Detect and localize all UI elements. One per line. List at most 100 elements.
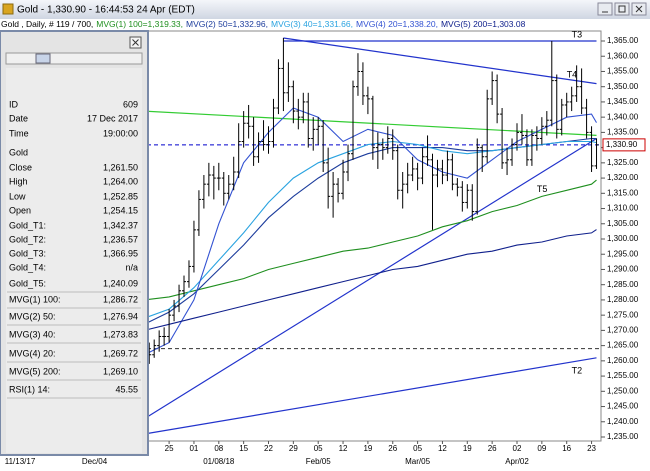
legend-entry: MVG(1) 100=1,319.33, (96, 19, 183, 29)
panel-scrollbar[interactable] (5, 52, 143, 65)
y-tick-label: 1,290.00 (607, 265, 639, 274)
row-value: 1,269.72 (103, 348, 138, 358)
trend-label: T3 (572, 29, 583, 39)
legend-entry: MVG(2) 50=1,332.96, (186, 19, 268, 29)
x-tick-label: 23 (587, 444, 596, 453)
price-tag (602, 138, 646, 152)
x-month-label: Feb/05 (306, 457, 331, 466)
y-tick-label: 1,250.00 (607, 386, 639, 395)
row-label: Open (9, 205, 31, 215)
row-label: Date (9, 113, 28, 123)
moving-average (144, 229, 597, 331)
y-tick-label: 1,240.00 (607, 417, 639, 426)
x-tick-label: 05 (413, 444, 422, 453)
row-label: Gold_T4: (9, 262, 46, 272)
price-tag-label: 1,330.90 (606, 140, 638, 149)
y-tick-label: 1,270.00 (607, 325, 639, 334)
row-value: 609 (123, 99, 138, 109)
row-label: Gold_T3: (9, 248, 46, 258)
y-tick-label: 1,335.00 (607, 127, 639, 136)
plot: T2 T3 T4 T5 (0, 29, 601, 435)
y-tick-label: 1,345.00 (607, 97, 639, 106)
window-buttons[interactable] (597, 2, 647, 16)
row-label: Close (9, 162, 32, 172)
trend-label: T5 (537, 184, 548, 194)
row-label: MVG(4) 20: (9, 348, 56, 358)
row-value: 1,273.83 (103, 329, 138, 339)
maximize-button[interactable] (614, 2, 630, 16)
x-month-label: Dec/04 (82, 457, 108, 466)
row-value: 1,252.85 (103, 191, 138, 201)
x-tick-label: 15 (239, 444, 248, 453)
window-title: Gold - 1,330.90 - 16:44:53 24 Apr (EDT) (17, 5, 195, 16)
x-tick-label: 12 (438, 444, 447, 453)
row-value: 1,269.10 (103, 366, 138, 376)
row-label: Low (9, 191, 26, 201)
row-label: MVG(2) 50: (9, 311, 56, 321)
x-month-label: 11/13/17 (5, 457, 36, 466)
x-tick-label: 02 (513, 444, 522, 453)
y-tick-label: 1,295.00 (607, 249, 639, 258)
row-value: n/a (125, 262, 138, 272)
x-tick-label: 19 (463, 444, 472, 453)
row-label: Time (9, 128, 29, 138)
row-value: 1,276.94 (103, 311, 138, 321)
x-tick-label: 29 (289, 444, 298, 453)
row-label: High (9, 176, 28, 186)
scroll-thumb[interactable] (35, 53, 51, 64)
x-tick-label: 01 (189, 444, 198, 453)
data-window: ID 609 Date 17 Dec 2017 Time 19:00:00 Gold Clos… (0, 30, 149, 456)
subtitle: Gold , Daily, # 119 / 700, (1, 19, 93, 29)
moving-average (144, 179, 597, 301)
trend-line (144, 110, 597, 136)
moving-average (144, 140, 597, 319)
maximize-icon (618, 5, 626, 13)
row-label: MVG(5) 200: (9, 366, 61, 376)
row-value: 1,254.15 (103, 205, 138, 215)
row-label: RSI(1) 14: (9, 384, 50, 394)
x-month-label: Apr/02 (505, 457, 529, 466)
y-tick-label: 1,350.00 (607, 82, 639, 91)
y-tick-label: 1,360.00 (607, 51, 639, 60)
row-value: 45.55 (115, 384, 138, 394)
row-label: ID (9, 99, 19, 109)
y-tick-label: 1,255.00 (607, 371, 639, 380)
row-value: 1,286.72 (103, 294, 138, 304)
y-tick-label: 1,245.00 (607, 402, 639, 411)
row-label: Gold_T2: (9, 234, 46, 244)
y-tick-label: 1,265.00 (607, 341, 639, 350)
x-tick-label: 16 (562, 444, 571, 453)
row-value: 19:00:00 (103, 128, 138, 138)
trend-line (143, 137, 597, 420)
y-tick-label: 1,315.00 (607, 188, 639, 197)
trend-line (283, 37, 597, 85)
y-tick-label: 1,355.00 (607, 67, 639, 76)
row-value: 1,261.50 (103, 162, 138, 172)
row-label: Gold_T1: (9, 220, 46, 230)
y-tick-label: 1,305.00 (607, 219, 639, 228)
y-tick-label: 1,280.00 (607, 295, 639, 304)
minimize-button[interactable] (597, 2, 613, 16)
x-tick-label: 08 (214, 444, 223, 453)
title-bar (0, 0, 650, 19)
x-tick-label: 09 (537, 444, 546, 453)
x-tick-label: 19 (363, 444, 372, 453)
y-tick-label: 1,310.00 (607, 204, 639, 213)
panel-body (6, 68, 142, 453)
close-icon (635, 5, 643, 13)
row-value: 17 Dec 2017 (87, 113, 138, 123)
y-tick-label: 1,235.00 (607, 432, 639, 441)
y-tick-label: 1,285.00 (607, 280, 639, 289)
x-month-label: 01/08/18 (203, 457, 235, 466)
row-label: MVG(3) 40: (9, 329, 56, 339)
moving-average (144, 107, 597, 356)
legend-entry: MVG(5) 200=1,303.08 (441, 19, 526, 29)
trend-label: T2 (572, 365, 583, 375)
x-tick-label: 22 (264, 444, 273, 453)
legend: Gold , Daily, # 119 / 700, MVG(1) 100=1,3… (1, 19, 526, 29)
y-tick-label: 1,340.00 (607, 112, 639, 121)
x-tick-label: 05 (314, 444, 323, 453)
x-month-label: Mar/05 (405, 457, 430, 466)
y-tick-label: 1,275.00 (607, 310, 639, 319)
